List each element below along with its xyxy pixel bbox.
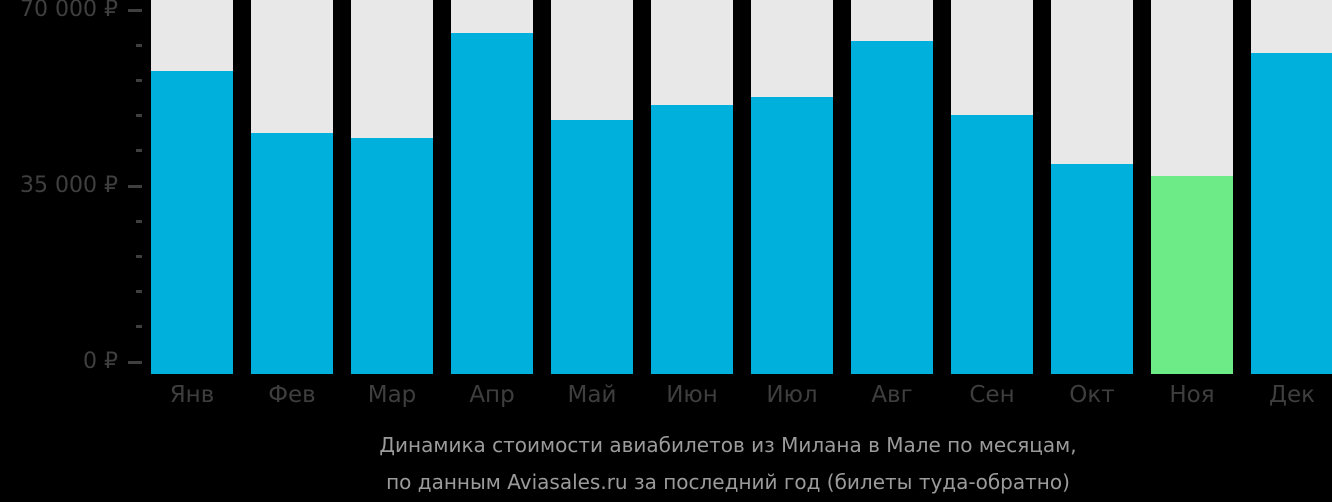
y-minor-tick	[136, 78, 142, 82]
chart-caption: Динамика стоимости авиабилетов из Милана…	[124, 427, 1332, 501]
bar-apr	[451, 33, 533, 374]
x-tick-label-jan: Янв	[169, 382, 215, 408]
y-minor-tick	[136, 149, 142, 153]
bar-column-jul[interactable]	[751, 0, 833, 374]
bar-sep	[951, 115, 1033, 374]
y-minor-tick	[136, 325, 142, 329]
bar-column-jan[interactable]	[151, 0, 233, 374]
bar-feb	[251, 133, 333, 374]
bar-dec	[1251, 52, 1332, 374]
y-minor-tick	[136, 114, 142, 118]
y-minor-tick	[136, 43, 142, 47]
y-minor-tick	[136, 219, 142, 223]
bar-column-nov[interactable]	[1151, 0, 1233, 374]
x-tick-label-may: Май	[567, 382, 617, 408]
bar-column-oct[interactable]	[1051, 0, 1133, 374]
x-tick-label-jul: Июл	[766, 382, 818, 408]
bar-mar	[351, 138, 433, 374]
bar-jul	[751, 96, 833, 374]
y-minor-tick	[136, 290, 142, 294]
x-tick-label-dec: Дек	[1268, 382, 1315, 408]
bar-oct	[1051, 164, 1133, 374]
bar-may	[551, 120, 633, 374]
bar-column-jun[interactable]	[651, 0, 733, 374]
bar-column-feb[interactable]	[251, 0, 333, 374]
y-tick-label-0: 0 ₽	[83, 349, 118, 374]
x-tick-label-oct: Окт	[1069, 382, 1115, 408]
x-tick-label-feb: Фев	[268, 382, 316, 408]
bar-column-dec[interactable]	[1251, 0, 1332, 374]
bar-column-sep[interactable]	[951, 0, 1033, 374]
bar-column-aug[interactable]	[851, 0, 933, 374]
bar-nov	[1151, 175, 1233, 374]
bar-jan	[151, 70, 233, 374]
bar-column-may[interactable]	[551, 0, 633, 374]
x-tick-label-jun: Июн	[666, 382, 718, 408]
chart-subtitle: по данным Aviasales.ru за последний год …	[386, 470, 1070, 494]
bar-column-mar[interactable]	[351, 0, 433, 374]
y-major-tick	[128, 184, 142, 188]
chart-title: Динамика стоимости авиабилетов из Милана…	[379, 433, 1077, 457]
bar-jun	[651, 105, 733, 374]
x-tick-label-mar: Мар	[367, 382, 417, 408]
y-major-tick	[128, 8, 142, 12]
y-tick-label-35000: 35 000 ₽	[20, 173, 118, 198]
bar-aug	[851, 40, 933, 374]
x-tick-label-aug: Авг	[871, 382, 913, 408]
x-tick-label-apr: Апр	[469, 382, 515, 408]
x-tick-label-nov: Ноя	[1169, 382, 1215, 408]
y-major-tick	[128, 360, 142, 364]
y-tick-label-70000: 70 000 ₽	[20, 0, 118, 22]
bar-column-apr[interactable]	[451, 0, 533, 374]
y-minor-tick	[136, 254, 142, 258]
x-tick-label-sep: Сен	[969, 382, 1015, 408]
